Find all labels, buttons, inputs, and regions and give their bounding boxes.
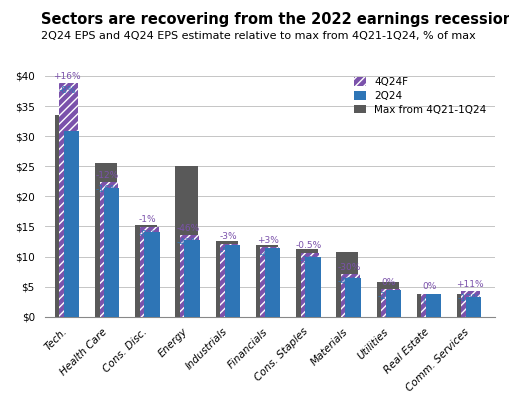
Bar — [59, 83, 78, 317]
Text: -4%: -4% — [259, 250, 276, 259]
Bar — [300, 253, 319, 317]
Text: -20%: -20% — [377, 293, 400, 302]
Bar — [104, 188, 119, 317]
Bar — [345, 278, 360, 317]
Bar — [304, 257, 320, 317]
Bar — [376, 282, 398, 317]
Bar — [144, 233, 159, 317]
Text: -12%: -12% — [96, 171, 119, 180]
Text: 2Q24 EPS and 4Q24 EPS estimate relative to max from 4Q21-1Q24, % of max: 2Q24 EPS and 4Q24 EPS estimate relative … — [41, 31, 474, 41]
Bar — [456, 294, 478, 317]
Bar — [425, 294, 440, 317]
Bar — [184, 240, 200, 317]
Text: -16%: -16% — [96, 185, 119, 194]
Text: -3%: -3% — [219, 233, 237, 242]
Text: +16%: +16% — [53, 72, 81, 81]
Bar — [380, 289, 399, 317]
Bar — [224, 245, 240, 317]
Text: +11%: +11% — [455, 280, 483, 289]
Text: -5%: -5% — [219, 247, 237, 256]
Bar — [385, 290, 400, 317]
Text: 0%: 0% — [421, 282, 436, 291]
Bar — [215, 242, 237, 317]
Bar — [139, 227, 158, 317]
Bar — [260, 247, 278, 317]
Text: +3%: +3% — [257, 236, 279, 245]
Legend: 4Q24F, 2Q24, Max from 4Q21-1Q24: 4Q24F, 2Q24, Max from 4Q21-1Q24 — [350, 74, 489, 118]
Bar — [55, 115, 77, 317]
Bar — [180, 235, 199, 317]
Text: -8%: -8% — [138, 230, 156, 239]
Text: -46%: -46% — [176, 224, 199, 233]
Bar — [336, 252, 358, 317]
Bar — [64, 131, 79, 317]
Bar — [340, 274, 359, 317]
Bar — [420, 294, 439, 317]
Bar — [296, 249, 318, 317]
Text: 0%: 0% — [381, 278, 395, 287]
Bar — [99, 182, 118, 317]
Text: -0.5%: -0.5% — [295, 241, 321, 250]
Text: -40%: -40% — [336, 277, 360, 286]
Bar — [95, 163, 117, 317]
Text: Sectors are recovering from the 2022 earnings recession: Sectors are recovering from the 2022 ear… — [41, 12, 509, 27]
Bar — [416, 294, 438, 317]
Bar — [264, 248, 280, 317]
Text: -12%: -12% — [457, 295, 480, 304]
Bar — [135, 225, 157, 317]
Text: -30%: -30% — [336, 263, 360, 272]
Text: 0%: 0% — [421, 297, 436, 306]
Bar — [256, 244, 277, 317]
Bar — [461, 291, 479, 317]
Text: -49%: -49% — [176, 239, 199, 248]
Bar — [220, 244, 239, 317]
Text: -8%: -8% — [59, 86, 76, 95]
Text: -1%: -1% — [138, 215, 156, 224]
Text: -1%: -1% — [299, 256, 317, 265]
Bar — [175, 166, 197, 317]
Bar — [465, 297, 480, 317]
